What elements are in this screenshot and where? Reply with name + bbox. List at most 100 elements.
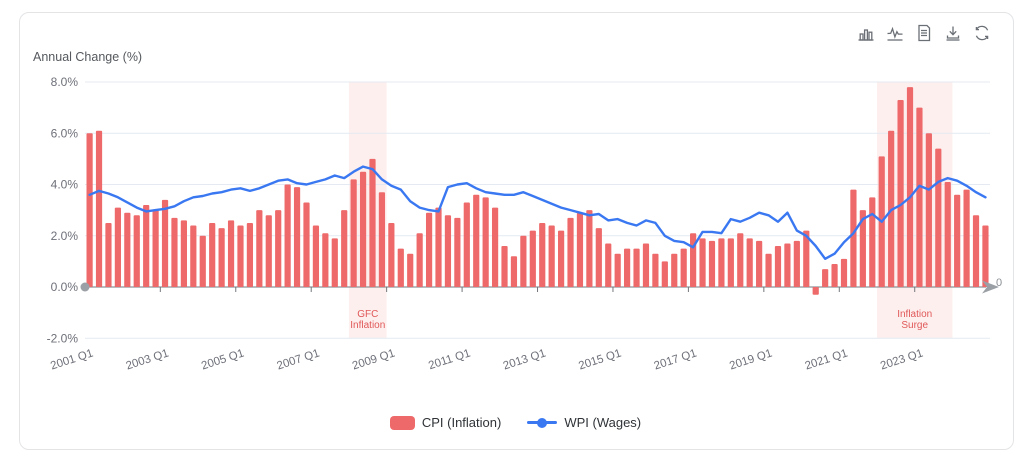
cpi-bar[interactable] [963, 189, 970, 287]
legend-item-wpi[interactable]: WPI (Wages) [527, 415, 641, 430]
cpi-bar[interactable] [727, 238, 734, 287]
cpi-bar[interactable] [133, 215, 140, 287]
cpi-bar[interactable] [322, 233, 329, 287]
cpi-bar[interactable] [190, 225, 197, 288]
cpi-bar[interactable] [95, 130, 103, 287]
cpi-bar[interactable] [558, 230, 565, 287]
cpi-bar[interactable] [954, 194, 961, 287]
cpi-bar[interactable] [548, 225, 555, 288]
cpi-bar[interactable] [708, 240, 716, 287]
cpi-bar[interactable] [416, 233, 423, 287]
cpi-bar[interactable] [397, 248, 404, 287]
cpi-bar[interactable] [407, 253, 414, 287]
cpi-bar[interactable] [435, 207, 442, 287]
cpi-bar[interactable] [463, 202, 470, 287]
cpi-bar[interactable] [576, 212, 584, 287]
wpi-line[interactable] [88, 165, 987, 260]
cpi-bar[interactable] [303, 202, 310, 287]
cpi-bar[interactable] [756, 240, 763, 287]
cpi-bar[interactable] [114, 207, 121, 287]
cpi-bar[interactable] [850, 189, 857, 287]
cpi-bar[interactable] [284, 184, 291, 288]
cpi-bar[interactable] [529, 230, 536, 287]
cpi-bar[interactable] [520, 235, 527, 287]
cpi-bar[interactable] [510, 256, 518, 287]
cpi-bar[interactable] [935, 148, 942, 287]
cpi-bar[interactable] [246, 222, 254, 287]
cpi-bar[interactable] [642, 243, 650, 287]
cpi-bar[interactable] [369, 158, 376, 287]
cpi-bar[interactable] [105, 222, 112, 287]
cpi-bar[interactable] [237, 225, 244, 288]
cpi-bar[interactable] [143, 205, 150, 287]
cpi-bar[interactable] [180, 220, 187, 287]
cpi-bar[interactable] [454, 217, 461, 287]
cpi-bar[interactable] [209, 222, 216, 287]
cpi-bar[interactable] [595, 228, 602, 287]
cpi-bar[interactable] [982, 225, 989, 288]
cpi-bar[interactable] [152, 210, 159, 287]
cpi-bar[interactable] [539, 222, 546, 287]
cpi-bar[interactable] [925, 133, 932, 287]
cpi-bar[interactable] [218, 228, 225, 287]
cpi-bar[interactable] [765, 253, 772, 287]
cpi-bar[interactable] [652, 253, 659, 287]
cpi-bar[interactable] [690, 233, 697, 287]
download-icon[interactable] [944, 24, 962, 42]
cpi-bar[interactable] [491, 207, 499, 287]
refresh-icon[interactable] [973, 24, 991, 42]
cpi-bar[interactable] [256, 210, 263, 287]
cpi-bar[interactable] [840, 258, 848, 287]
cpi-bar[interactable] [624, 248, 631, 287]
data-view-icon[interactable] [915, 24, 933, 42]
cpi-bar[interactable] [633, 248, 640, 287]
cpi-bar[interactable] [265, 215, 272, 287]
cpi-bar[interactable] [227, 220, 235, 287]
cpi-bar[interactable] [680, 248, 687, 287]
cpi-bar[interactable] [972, 215, 980, 287]
cpi-bar[interactable] [171, 217, 178, 287]
cpi-bar[interactable] [699, 238, 706, 287]
line-chart-icon[interactable] [886, 24, 904, 42]
cpi-bar[interactable] [916, 107, 923, 287]
cpi-bar[interactable] [425, 212, 433, 287]
cpi-bar[interactable] [718, 238, 725, 287]
cpi-bar[interactable] [567, 217, 574, 287]
cpi-bar[interactable] [312, 225, 320, 288]
cpi-bar[interactable] [199, 235, 206, 287]
cpi-bar[interactable] [501, 246, 508, 287]
cpi-bar[interactable] [774, 246, 782, 287]
cpi-bar[interactable] [897, 99, 904, 287]
cpi-bar[interactable] [605, 243, 612, 287]
cpi-bar[interactable] [86, 133, 93, 287]
cpi-bar[interactable] [784, 243, 791, 287]
cpi-bar[interactable] [737, 233, 744, 287]
cpi-bar[interactable] [869, 197, 876, 287]
cpi-bar[interactable] [482, 197, 489, 287]
cpi-bar[interactable] [293, 187, 301, 287]
cpi-bar[interactable] [944, 181, 951, 287]
cpi-bar[interactable] [614, 253, 621, 287]
cpi-bar[interactable] [378, 192, 386, 287]
cpi-bar[interactable] [661, 261, 668, 287]
cpi-bar[interactable] [350, 179, 357, 287]
cpi-bar[interactable] [812, 287, 819, 295]
legend-item-cpi[interactable]: CPI (Inflation) [389, 415, 501, 430]
cpi-bar[interactable] [359, 171, 367, 287]
cpi-bar[interactable] [906, 87, 914, 287]
cpi-bar[interactable] [586, 210, 593, 287]
cpi-bar[interactable] [124, 212, 131, 287]
bar-chart-icon[interactable] [857, 24, 875, 42]
cpi-bar[interactable] [275, 210, 282, 287]
cpi-bar[interactable] [341, 210, 348, 287]
cpi-bar[interactable] [473, 194, 480, 287]
cpi-bar[interactable] [746, 238, 753, 287]
cpi-bar[interactable] [831, 263, 838, 287]
cpi-bar[interactable] [793, 240, 800, 287]
cpi-bar[interactable] [671, 253, 678, 287]
cpi-bar[interactable] [822, 269, 829, 287]
cpi-bar[interactable] [803, 230, 810, 287]
cpi-bar[interactable] [859, 210, 866, 287]
cpi-bar[interactable] [161, 199, 169, 287]
cpi-bar[interactable] [388, 222, 395, 287]
